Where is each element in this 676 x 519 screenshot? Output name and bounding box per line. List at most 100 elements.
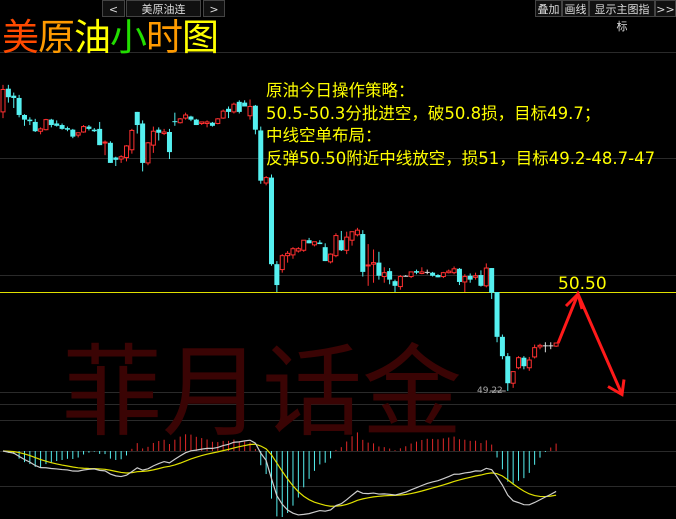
macd-dea-line [2,443,557,507]
candle-body [231,103,237,113]
macd-dif-line [2,439,557,516]
candle-body [424,271,430,273]
candle-body [333,235,339,257]
candle-body [467,275,473,280]
candle-body [542,345,548,347]
candle-body [306,240,312,244]
next-symbol-button[interactable]: > [203,0,225,17]
strategy-line: 中线空单布局： [266,126,382,145]
strategy-note: 原油今日操作策略： 50.5-50.3分批进空，破50.8损，目标49.7； 中… [266,80,655,170]
candle-body [397,276,403,288]
candle-body [526,359,532,369]
show-indicator-button[interactable]: 显示主图指标 [589,0,655,33]
candle-body [209,122,215,126]
overlay-button[interactable]: 叠加 [535,0,562,17]
candle-body [172,121,178,123]
draw-line-button[interactable]: 画线 [562,0,589,17]
candle-body [215,118,221,124]
candle-body [430,272,436,276]
candle-body [435,274,441,278]
candle-body [279,255,285,271]
candle-body [489,268,495,293]
candle-body [462,276,468,283]
candle-body [392,281,398,286]
candle-body [188,116,194,120]
candle-body [371,262,377,265]
level-label: 50.50 [558,274,607,294]
candle-body [75,132,81,136]
candle-body [145,142,151,164]
candle-body [456,268,462,282]
candle-body [403,275,409,277]
candle-body [199,121,205,124]
strategy-line: 原油今日操作策略： [266,81,415,100]
candle-body [102,141,108,144]
candle-body [113,157,119,160]
candle-body [338,240,344,251]
candle-body [301,239,307,251]
candle-body [322,247,328,262]
candle-body [247,105,253,117]
candle-body [285,252,291,257]
candle-body [499,336,505,357]
candle-body [537,344,543,348]
candle-body [252,105,258,130]
candle-body [107,142,113,163]
candle-body [220,110,226,119]
candle-body [91,129,97,132]
symbol-selector[interactable]: 美原油连 [126,0,201,17]
title-char: 小 [110,16,147,59]
candle-body [365,264,371,267]
candle-body [408,271,414,278]
strategy-line: 50.5-50.3分批进空，破50.8损，目标49.7； [266,103,601,123]
more-button[interactable]: >> [655,0,676,17]
candle-body [269,177,274,265]
candle-body [413,271,419,273]
candle-body [134,111,140,126]
low-marker-label: 49.22 [477,386,503,396]
candle-body [183,114,189,119]
title-char: 原 [38,16,75,59]
candle-body [516,357,522,369]
candle-body [446,270,452,274]
candle-body [166,131,172,153]
candle-body [140,123,146,163]
candle-body [473,275,479,278]
candle-body [21,114,27,120]
candle-body [349,231,355,241]
candle-body [376,262,382,276]
watermark: 菲月话金 [62,334,462,451]
candle-body [204,121,210,124]
candle-body [263,177,269,184]
candle-body [64,128,70,130]
arrow-up-head-icon [564,291,584,310]
prev-symbol-button[interactable]: < [102,0,125,17]
candle-body [54,123,60,126]
candle-body [236,101,242,112]
candle-body [161,131,167,135]
candle-body [478,274,484,286]
candle-body [360,234,366,272]
candle-body [156,129,162,133]
candle-body [226,108,232,112]
candle-body [451,268,457,274]
candle-body [553,342,559,347]
candle-body [48,119,54,126]
candle-body [27,119,33,122]
candle-body [258,130,264,181]
candle-body [317,242,323,245]
title-char: 时 [146,16,183,59]
candle-body [419,271,425,274]
candle-body [5,88,11,98]
candle-body [290,248,296,256]
candle-body [242,102,248,107]
candle-body [532,347,538,358]
candle-body [494,292,500,337]
candle-body [311,241,317,246]
candle-body [483,267,489,287]
candle-body [124,145,130,158]
candle-body [505,356,511,384]
candle-body [86,126,92,129]
